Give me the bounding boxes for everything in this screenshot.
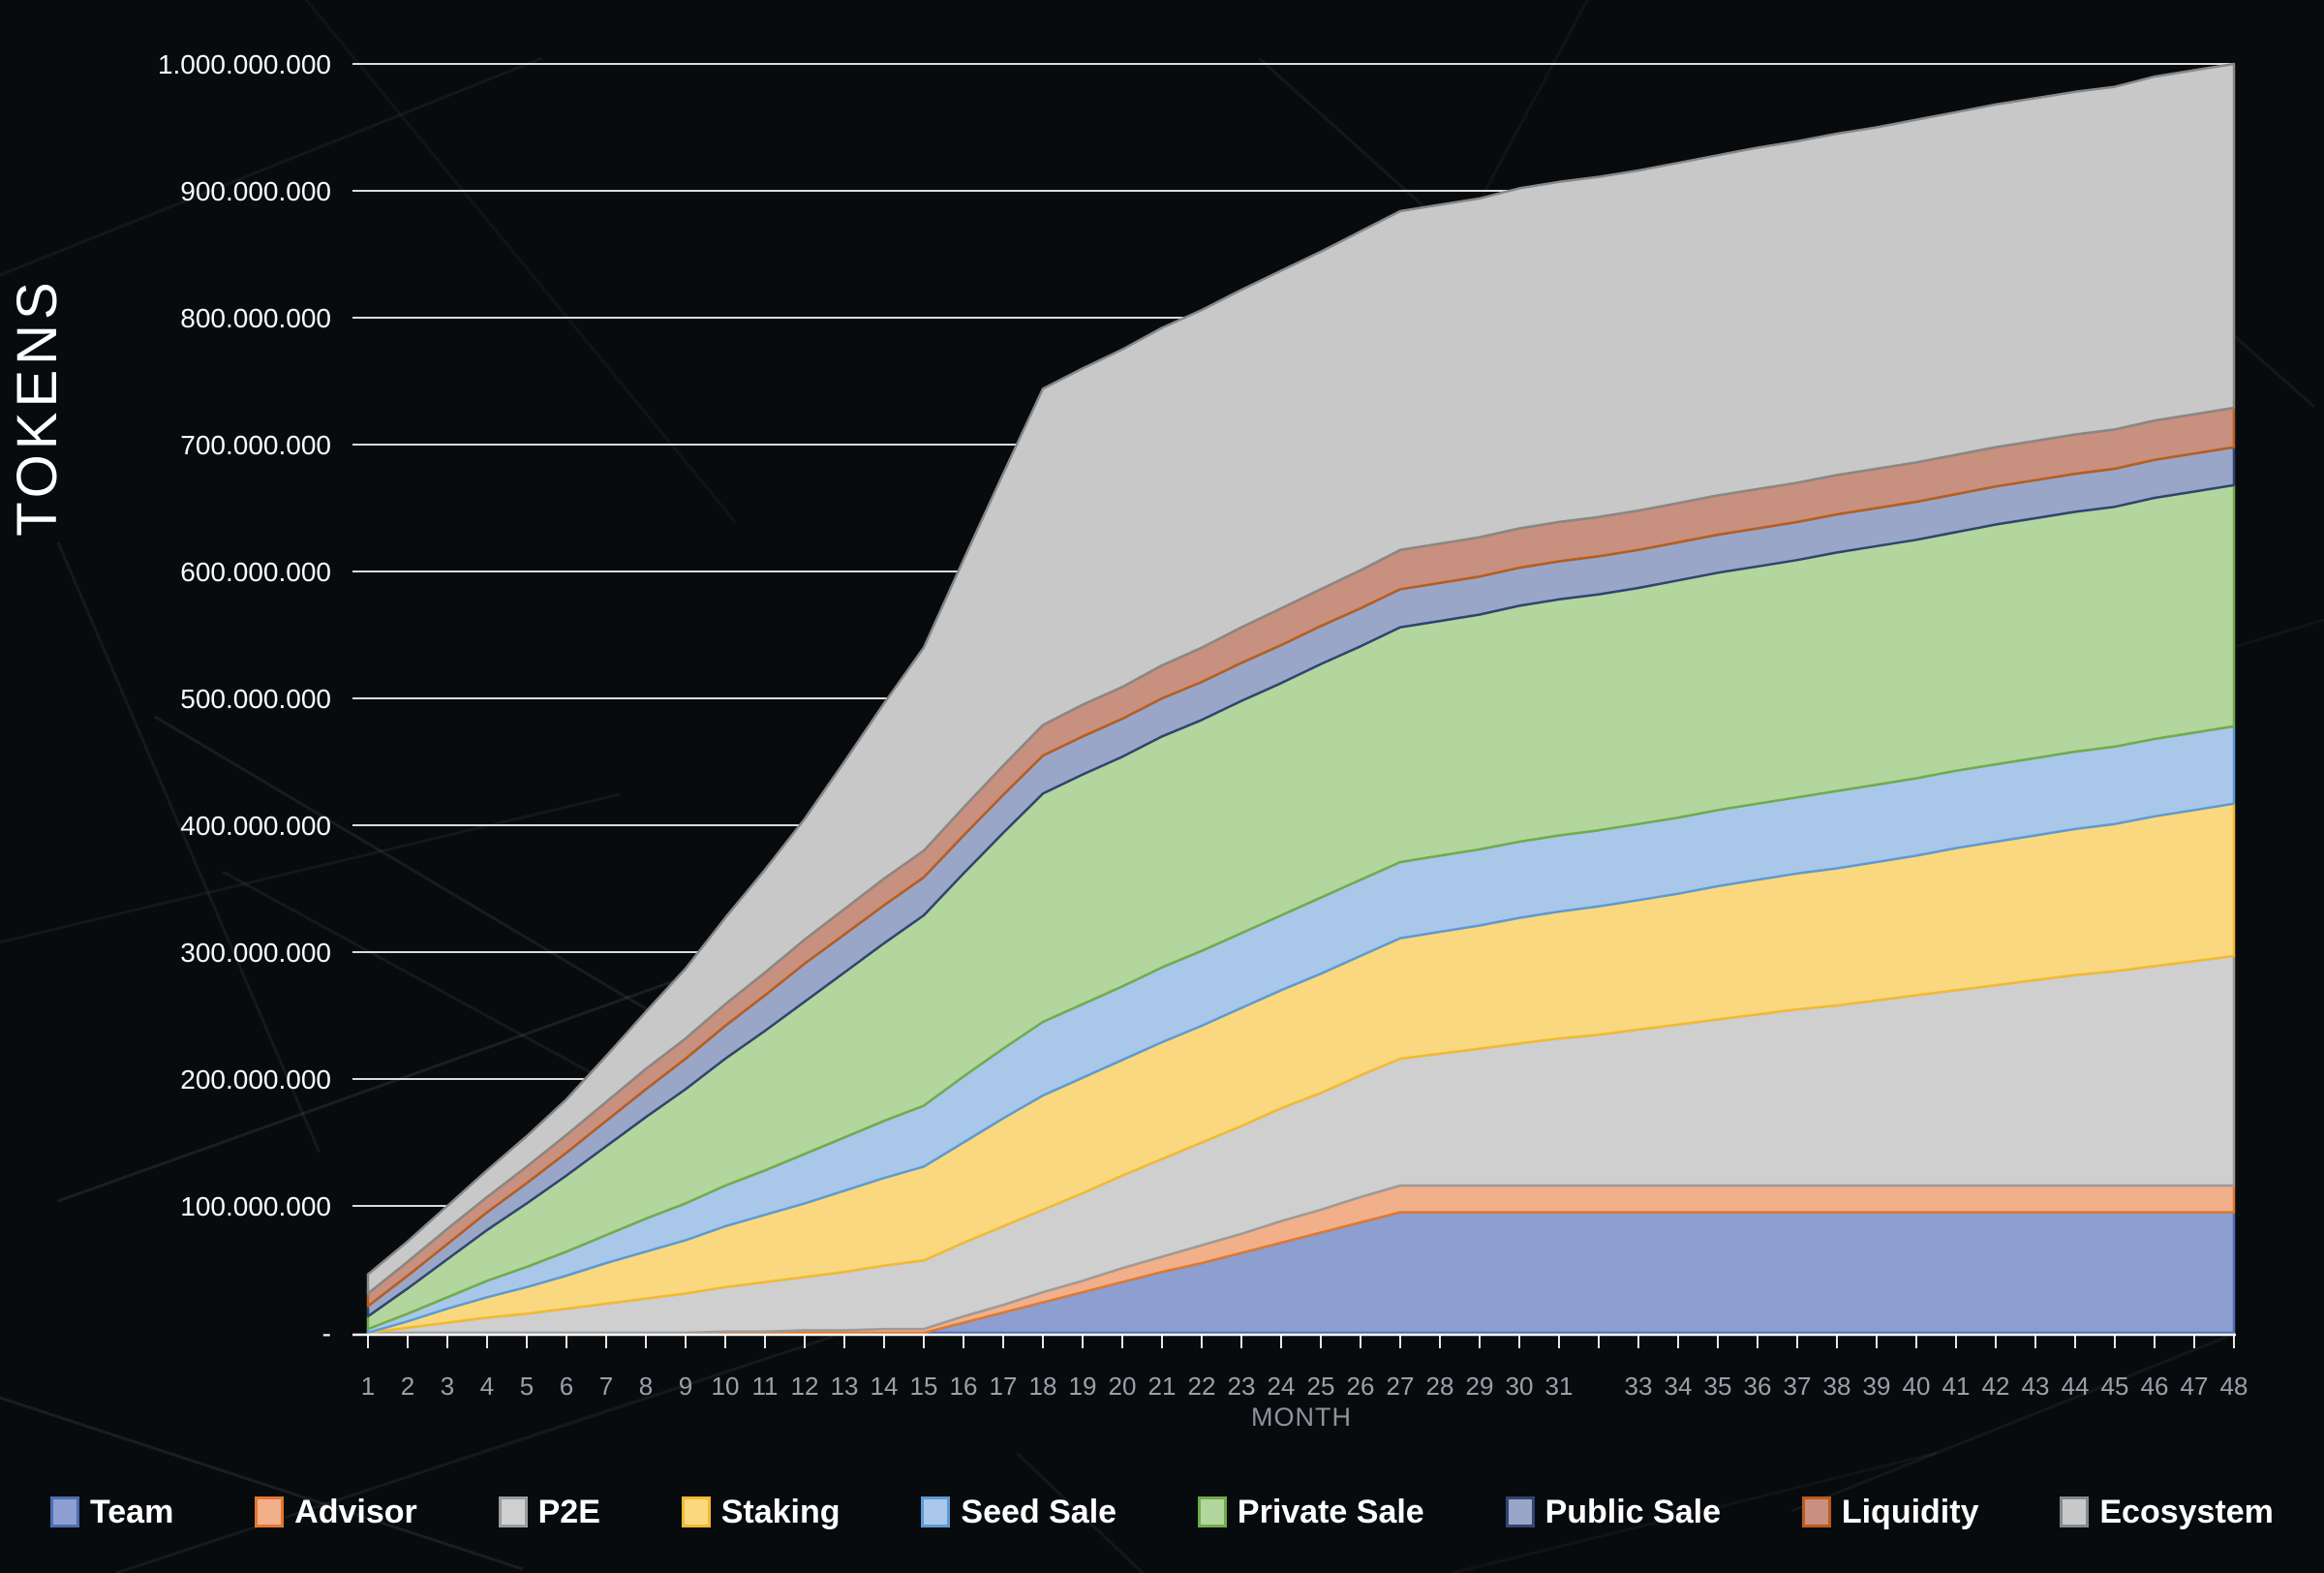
x-tick-label-14: 14	[871, 1372, 899, 1401]
y-tick-label-900m: 900.000.000	[180, 176, 331, 206]
legend-item-seed-sale: Seed Sale	[921, 1494, 1116, 1531]
legend-label-ecosystem: Ecosystem	[2099, 1493, 2274, 1530]
chart-legend: Team Advisor P2E Staking Seed Sale Private Sa…	[50, 1480, 2274, 1544]
legend-swatch-p2e	[498, 1496, 528, 1527]
x-tick-label-30: 30	[1506, 1372, 1534, 1401]
y-tick-label-700m: 700.000.000	[180, 430, 331, 460]
x-tick-label-29: 29	[1466, 1372, 1494, 1401]
y-tick-label-600m: 600.000.000	[180, 557, 331, 587]
x-tick-label-25: 25	[1307, 1372, 1335, 1401]
x-tick-label-45: 45	[2101, 1372, 2129, 1401]
x-tick-label-44: 44	[2062, 1372, 2090, 1401]
x-tick-label-37: 37	[1784, 1372, 1812, 1401]
x-tick-label-22: 22	[1188, 1372, 1216, 1401]
x-tick-label-15: 15	[910, 1372, 938, 1401]
legend-label-private-sale: Private Sale	[1237, 1493, 1424, 1530]
legend-label-p2e: P2E	[537, 1493, 600, 1530]
x-tick-label-41: 41	[1942, 1372, 1971, 1401]
x-tick-label-26: 26	[1347, 1372, 1375, 1401]
y-tick-label-500m: 500.000.000	[180, 684, 331, 714]
legend-swatch-staking	[681, 1496, 711, 1527]
legend-label-staking: Staking	[720, 1493, 841, 1530]
y-axis-title: TOKENS	[6, 277, 69, 536]
x-tick-label-34: 34	[1665, 1372, 1693, 1401]
y-tick-label-800m: 800.000.000	[180, 303, 331, 333]
x-tick-label-23: 23	[1228, 1372, 1256, 1401]
area-ecosystem	[366, 62, 2236, 1295]
legend-item-staking: Staking	[681, 1493, 841, 1531]
x-tick-label-8: 8	[639, 1372, 653, 1401]
stacked-areas	[366, 62, 2236, 1335]
y-tick-label-0m: -	[322, 1318, 331, 1348]
legend-label-liquidity: Liquidity	[1841, 1493, 1979, 1530]
legend-swatch-liquidity	[1801, 1496, 1831, 1527]
x-axis-title: MONTH	[1251, 1403, 1352, 1432]
x-tick-label-4: 4	[480, 1372, 494, 1401]
x-tick-label-7: 7	[599, 1372, 613, 1401]
legend-swatch-seed-sale	[921, 1496, 951, 1527]
x-tick-label-3: 3	[441, 1372, 454, 1401]
legend-item-advisor: Advisor	[255, 1494, 417, 1531]
x-tick-label-6: 6	[560, 1372, 573, 1401]
legend-label-advisor: Advisor	[294, 1493, 417, 1530]
x-tick-label-12: 12	[791, 1372, 819, 1401]
y-tick-label-300m: 300.000.000	[180, 938, 331, 968]
x-tick-label-39: 39	[1863, 1372, 1891, 1401]
y-tick-label-1000m: 1.000.000.000	[158, 49, 331, 79]
y-tick-label-200m: 200.000.000	[180, 1064, 331, 1095]
x-tick-label-19: 19	[1069, 1372, 1097, 1401]
x-tick-label-42: 42	[1982, 1372, 2010, 1401]
x-tick-label-10: 10	[712, 1372, 740, 1401]
x-tick-label-28: 28	[1426, 1372, 1454, 1401]
x-axis-tick-labels: 1 2 3 4 5 6 7 8 9 10 11 12 13 14 15 16 17 18 19 20 21 22 23 24 2…	[361, 1372, 2248, 1401]
x-tick-label-33: 33	[1625, 1372, 1653, 1401]
x-tick-label-24: 24	[1268, 1372, 1296, 1401]
legend-item-private-sale: Private Sale	[1197, 1493, 1424, 1531]
x-tick-label-20: 20	[1109, 1372, 1137, 1401]
legend-label-public-sale: Public Sale	[1544, 1493, 1721, 1530]
x-tick-label-40: 40	[1903, 1372, 1931, 1401]
x-tick-label-27: 27	[1387, 1372, 1415, 1401]
legend-swatch-advisor	[255, 1496, 285, 1527]
y-tick-label-100m: 100.000.000	[180, 1191, 331, 1221]
x-tick-label-9: 9	[679, 1372, 692, 1401]
legend-swatch-private-sale	[1197, 1496, 1227, 1527]
legend-item-liquidity: Liquidity	[1801, 1493, 1979, 1531]
x-tick-label-36: 36	[1744, 1372, 1772, 1401]
legend-swatch-ecosystem	[2060, 1496, 2090, 1527]
x-tick-label-11: 11	[752, 1372, 779, 1401]
x-tick-label-16: 16	[950, 1372, 978, 1401]
x-tick-label-43: 43	[2022, 1372, 2050, 1401]
y-axis-tick-labels: 1.000.000.000 900.000.000 800.000.000 700.0…	[158, 49, 331, 1348]
legend-item-p2e: P2E	[498, 1493, 600, 1531]
x-tick-label-46: 46	[2141, 1372, 2169, 1401]
x-tick-label-13: 13	[831, 1372, 859, 1401]
y-tick-label-400m: 400.000.000	[180, 811, 331, 841]
legend-swatch-public-sale	[1505, 1496, 1535, 1527]
x-tick-label-21: 21	[1148, 1372, 1177, 1401]
x-tick-label-18: 18	[1029, 1372, 1057, 1401]
legend-swatch-team	[50, 1496, 79, 1527]
legend-item-public-sale: Public Sale	[1505, 1493, 1721, 1531]
legend-label-seed-sale: Seed Sale	[961, 1493, 1117, 1530]
x-tick-label-17: 17	[990, 1372, 1018, 1401]
x-tick-label-38: 38	[1823, 1372, 1851, 1401]
legend-label-team: Team	[90, 1493, 174, 1530]
x-tick-label-5: 5	[520, 1372, 534, 1401]
x-tick-label-48: 48	[2220, 1372, 2248, 1401]
legend-item-team: Team	[50, 1494, 173, 1531]
x-axis	[352, 1333, 2236, 1348]
legend-item-ecosystem: Ecosystem	[2060, 1494, 2274, 1531]
x-tick-label-31: 31	[1545, 1372, 1574, 1401]
x-tick-label-1: 1	[361, 1372, 375, 1401]
x-tick-label-35: 35	[1704, 1372, 1732, 1401]
x-tick-label-47: 47	[2181, 1372, 2209, 1401]
x-tick-label-2: 2	[401, 1372, 414, 1401]
